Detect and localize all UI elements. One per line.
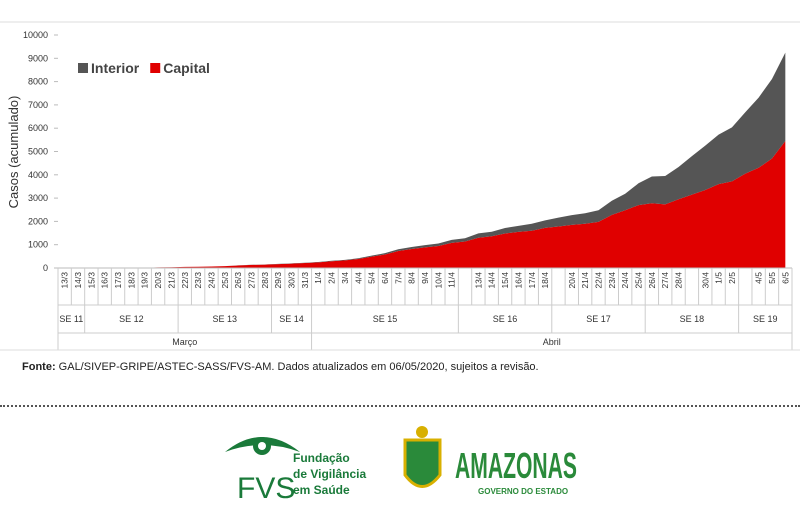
legend-swatch bbox=[78, 63, 88, 73]
x-tick-label: 18/3 bbox=[126, 272, 136, 289]
x-tick-label: 13/4 bbox=[473, 272, 483, 289]
group-label: SE 11 bbox=[59, 314, 83, 324]
x-tick-label: 28/3 bbox=[260, 272, 270, 289]
x-tick-label: 26/3 bbox=[233, 272, 243, 289]
x-tick-label: 6/4 bbox=[380, 272, 390, 284]
x-tick-label: 23/3 bbox=[193, 272, 203, 289]
y-axis-label: Casos (acumulado) bbox=[6, 96, 21, 209]
x-tick-label: 29/3 bbox=[273, 272, 283, 289]
x-tick-label: 24/3 bbox=[206, 272, 216, 289]
group-label: Março bbox=[172, 337, 197, 347]
x-tick-label: 24/4 bbox=[620, 272, 630, 289]
x-tick-label: 4/5 bbox=[754, 272, 764, 284]
y-tick-label: 9000 bbox=[28, 53, 48, 63]
x-tick-label: 22/4 bbox=[593, 272, 603, 289]
x-tick-label: 9/4 bbox=[420, 272, 430, 284]
y-tick-label: 0 bbox=[43, 263, 48, 273]
x-tick-label: 27/3 bbox=[247, 272, 257, 289]
x-tick-label: 2/5 bbox=[727, 272, 737, 284]
x-tick-label: 14/3 bbox=[73, 272, 83, 289]
group-label: SE 18 bbox=[680, 314, 705, 324]
group-label: SE 17 bbox=[586, 314, 611, 324]
y-tick-label: 4000 bbox=[28, 170, 48, 180]
coat-eagle bbox=[416, 426, 428, 438]
source-note: Fonte: GAL/SIVEP-GRIPE/ASTEC-SASS/FVS-AM… bbox=[22, 361, 539, 373]
x-tick-label: 10/4 bbox=[433, 272, 443, 289]
y-tick-label: 7000 bbox=[28, 100, 48, 110]
y-tick-label: 10000 bbox=[23, 30, 48, 40]
fvs-eye-pupil bbox=[258, 442, 266, 450]
fvs-line: de Vigilância bbox=[293, 467, 366, 481]
legend-label: Interior bbox=[91, 60, 140, 76]
y-tick-label: 6000 bbox=[28, 123, 48, 133]
x-tick-label: 3/4 bbox=[340, 272, 350, 284]
amazonas-logo: AMAZONAS GOVERNO DO ESTADO bbox=[403, 426, 577, 496]
coat-of-arms bbox=[403, 438, 442, 488]
x-tick-label: 15/3 bbox=[86, 272, 96, 289]
x-tick-label: 28/4 bbox=[674, 272, 684, 289]
source-label: Fonte: bbox=[22, 361, 56, 373]
x-tick-label: 8/4 bbox=[407, 272, 417, 284]
x-tick-label: 30/3 bbox=[287, 272, 297, 289]
x-tick-label: 25/3 bbox=[220, 272, 230, 289]
x-tick-label: 20/4 bbox=[567, 272, 577, 289]
x-tick-label: 14/4 bbox=[487, 272, 497, 289]
x-tick-label: 23/4 bbox=[607, 272, 617, 289]
x-tick-label: 30/4 bbox=[700, 272, 710, 289]
area bbox=[64, 141, 786, 268]
x-tick-label: 19/3 bbox=[140, 272, 150, 289]
group-label: SE 19 bbox=[753, 314, 778, 324]
y-tick-label: 1000 bbox=[28, 240, 48, 250]
group-label: SE 15 bbox=[373, 314, 398, 324]
chart: Casos (acumulado) 0 1000 2000 3000 4000 5000 6… bbox=[0, 21, 800, 351]
x-tick-label: 5/5 bbox=[767, 272, 777, 284]
group-label: SE 12 bbox=[119, 314, 144, 324]
x-tick-label: 16/3 bbox=[100, 272, 110, 289]
x-tick-label: 5/4 bbox=[367, 272, 377, 284]
y-tick-label: 5000 bbox=[28, 147, 48, 157]
x-tick-label: 25/4 bbox=[634, 272, 644, 289]
source-text: GAL/SIVEP-GRIPE/ASTEC-SASS/FVS-AM. Dados… bbox=[58, 361, 539, 373]
x-tick-label: 20/3 bbox=[153, 272, 163, 289]
x-tick-label: 21/3 bbox=[166, 272, 176, 289]
x-tick-label: 17/3 bbox=[113, 272, 123, 289]
logos: FVS Fundação de Vigilância em Saúde AMAZ… bbox=[225, 426, 577, 505]
x-tick-label: 11/4 bbox=[447, 272, 457, 288]
x-tick-label: 22/3 bbox=[180, 272, 190, 289]
x-tick-label: 27/4 bbox=[660, 272, 670, 289]
x-tick-label: 7/4 bbox=[393, 272, 403, 284]
group-label: SE 14 bbox=[279, 314, 304, 324]
x-tick-label: 16/4 bbox=[513, 272, 523, 289]
fvs-acronym: FVS bbox=[237, 472, 295, 505]
x-tick-label: 6/5 bbox=[780, 272, 790, 284]
x-tick-label: 26/4 bbox=[647, 272, 657, 289]
y-tick-label: 2000 bbox=[28, 216, 48, 226]
x-tick-label: 15/4 bbox=[500, 272, 510, 289]
area bbox=[64, 52, 786, 268]
x-tick-label: 21/4 bbox=[580, 272, 590, 289]
group-label: SE 16 bbox=[493, 314, 518, 324]
legend-swatch bbox=[150, 63, 161, 73]
legend-label: Capital bbox=[163, 60, 210, 76]
x-tick-label: 2/4 bbox=[327, 272, 337, 284]
group-label: SE 13 bbox=[213, 314, 238, 324]
x-tick-label: 18/4 bbox=[540, 272, 550, 289]
y-tick-label: 8000 bbox=[28, 77, 48, 87]
fvs-line: Fundação bbox=[293, 451, 350, 465]
separator bbox=[0, 405, 800, 407]
x-tick-label: 4/4 bbox=[353, 272, 363, 284]
x-tick-label: 13/3 bbox=[60, 272, 70, 289]
fvs-logo: FVS Fundação de Vigilância em Saúde bbox=[225, 437, 366, 505]
state-sub: GOVERNO DO ESTADO bbox=[478, 487, 568, 496]
x-tick-label: 31/3 bbox=[300, 272, 310, 289]
x-tick-label: 17/4 bbox=[527, 272, 537, 289]
fvs-line: em Saúde bbox=[293, 483, 350, 497]
x-tick-label: 1/5 bbox=[714, 272, 724, 284]
group-label: Abril bbox=[543, 337, 561, 347]
x-tick-label: 1/4 bbox=[313, 272, 323, 284]
state-name: AMAZONAS bbox=[455, 445, 577, 486]
y-tick-label: 3000 bbox=[28, 193, 48, 203]
